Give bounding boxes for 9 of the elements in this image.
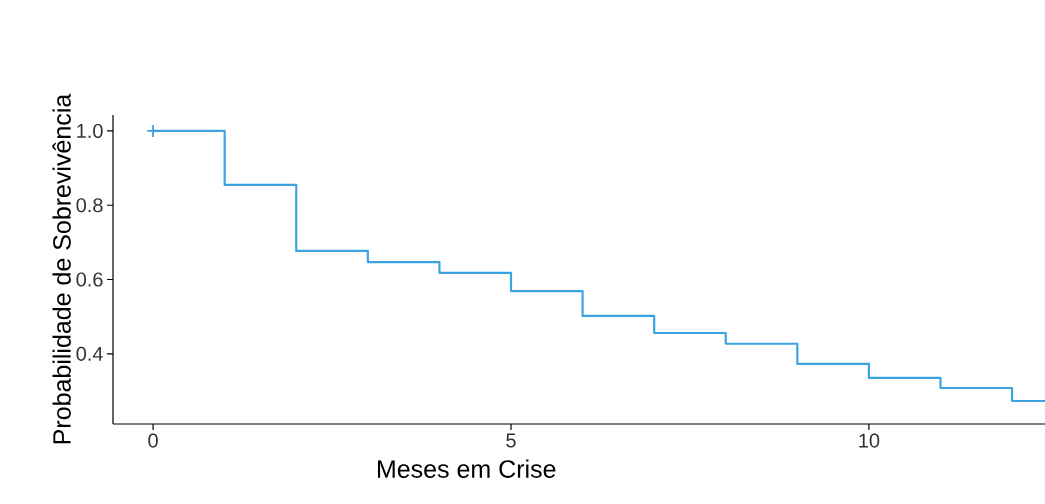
x-tick-label: 5 [506,433,516,448]
x-axis-title: Meses em Crise [377,459,556,478]
y-tick-label: 0.8 [76,198,103,213]
y-tick-label: 0.4 [76,346,103,361]
y-tick-label: 1.0 [77,123,103,139]
y-tick-label: 0.6 [76,272,103,287]
x-tick-label: 0 [148,433,158,448]
x-tick-label: 10 [859,433,880,448]
y-axis-title: Probabilidade de Sobrevivência [52,93,71,444]
